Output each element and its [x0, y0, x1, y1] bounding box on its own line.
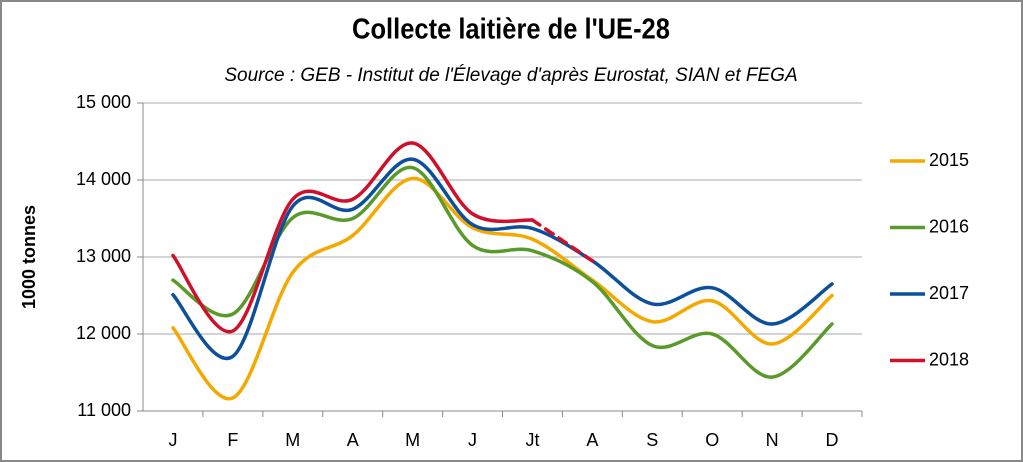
y-tick-label: 15 000: [76, 92, 131, 112]
y-tick-label: 14 000: [76, 169, 131, 189]
line: [171, 157, 834, 361]
chart-subtitle: Source : GEB - Institut de l'Élevage d'a…: [224, 65, 797, 86]
x-tick-label: F: [227, 430, 238, 450]
legend-label: 2018: [929, 349, 969, 369]
x-tick-label: A: [586, 430, 598, 450]
legend-label: 2016: [929, 216, 969, 236]
legend-label: 2015: [929, 150, 969, 170]
line: [171, 141, 535, 334]
x-tick-label: J: [468, 430, 477, 450]
x-tick-label: N: [766, 430, 779, 450]
x-tick-label: Jt: [525, 430, 539, 450]
y-tick-label: 13 000: [76, 246, 131, 266]
legend-label: 2017: [929, 283, 969, 303]
x-tick-label: A: [347, 430, 359, 450]
x-tick-label: M: [285, 430, 300, 450]
y-tick-label: 12 000: [76, 323, 131, 343]
chart-title: Collecte laitière de l'UE-28: [352, 12, 670, 45]
y-axis-label: 1000 tonnes: [19, 205, 39, 309]
x-tick-label: J: [168, 430, 177, 450]
y-tick-label: 11 000: [77, 400, 131, 420]
x-tick-label: D: [826, 430, 839, 450]
x-tick-label: O: [705, 430, 719, 450]
line: [530, 218, 595, 263]
x-tick-label: S: [646, 430, 658, 450]
x-tick-label: M: [405, 430, 420, 450]
line: [171, 176, 834, 401]
